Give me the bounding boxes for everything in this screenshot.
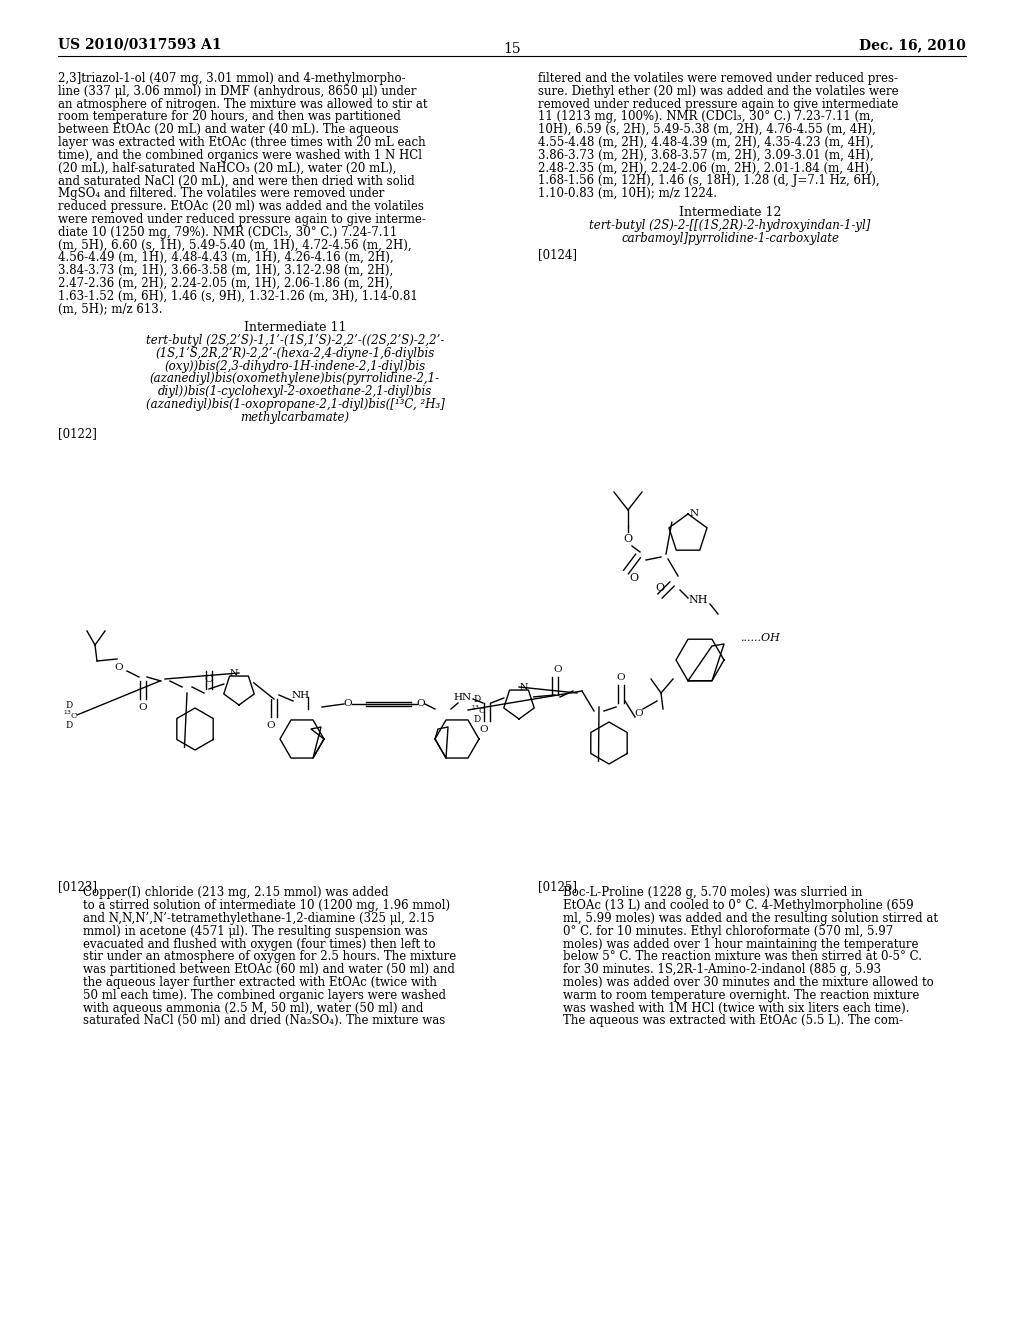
Text: (azanediyl)bis(oxomethylene)bis(pyrrolidine-2,1-: (azanediyl)bis(oxomethylene)bis(pyrrolid… (150, 372, 440, 385)
Text: 1.68-1.56 (m, 12H), 1.46 (s, 18H), 1.28 (d, J=7.1 Hz, 6H),: 1.68-1.56 (m, 12H), 1.46 (s, 18H), 1.28 … (538, 174, 880, 187)
Text: Boc-L-Proline (1228 g, 5.70 moles) was slurried in: Boc-L-Proline (1228 g, 5.70 moles) was s… (563, 887, 862, 899)
Text: and N,N,N’,N’-tetramethylethane-1,2-diamine (325 μl, 2.15: and N,N,N’,N’-tetramethylethane-1,2-diam… (83, 912, 434, 925)
Text: time), and the combined organics were washed with 1 N HCl: time), and the combined organics were wa… (58, 149, 422, 162)
Text: O: O (655, 583, 665, 593)
Text: (1S,1’S,2R,2’R)-2,2’-(hexa-2,4-diyne-1,6-diylbis: (1S,1’S,2R,2’R)-2,2’-(hexa-2,4-diyne-1,6… (156, 347, 434, 360)
Text: for 30 minutes. 1S,2R-1-Amino-2-indanol (885 g, 5.93: for 30 minutes. 1S,2R-1-Amino-2-indanol … (563, 964, 881, 977)
Text: diate 10 (1250 mg, 79%). NMR (CDCl₃, 30° C.) 7.24-7.11: diate 10 (1250 mg, 79%). NMR (CDCl₃, 30°… (58, 226, 397, 239)
Text: sure. Diethyl ether (20 ml) was added and the volatiles were: sure. Diethyl ether (20 ml) was added an… (538, 84, 899, 98)
Text: Intermediate 12: Intermediate 12 (679, 206, 781, 219)
Text: 3.84-3.73 (m, 1H), 3.66-3.58 (m, 1H), 3.12-2.98 (m, 2H),: 3.84-3.73 (m, 1H), 3.66-3.58 (m, 1H), 3.… (58, 264, 393, 277)
Text: layer was extracted with EtOAc (three times with 20 mL each: layer was extracted with EtOAc (three ti… (58, 136, 426, 149)
Text: O: O (616, 672, 626, 681)
Text: moles) was added over 30 minutes and the mixture allowed to: moles) was added over 30 minutes and the… (563, 975, 934, 989)
Text: O: O (630, 573, 639, 583)
Text: D: D (65, 721, 73, 730)
Text: O: O (479, 725, 488, 734)
Text: EtOAc (13 L) and cooled to 0° C. 4-Methylmorpholine (659: EtOAc (13 L) and cooled to 0° C. 4-Methy… (563, 899, 913, 912)
Text: [0124]: [0124] (538, 248, 577, 261)
Text: moles) was added over 1 hour maintaining the temperature: moles) was added over 1 hour maintaining… (563, 937, 919, 950)
Text: and saturated NaCl (20 mL), and were then dried with solid: and saturated NaCl (20 mL), and were the… (58, 174, 415, 187)
Text: was washed with 1M HCl (twice with six liters each time).: was washed with 1M HCl (twice with six l… (563, 1002, 909, 1015)
Text: US 2010/0317593 A1: US 2010/0317593 A1 (58, 38, 221, 51)
Text: NH: NH (292, 690, 310, 700)
Text: [0122]: [0122] (58, 428, 97, 441)
Text: N: N (229, 668, 239, 677)
Text: (m, 5H), 6.60 (s, 1H), 5.49-5.40 (m, 1H), 4.72-4.56 (m, 2H),: (m, 5H), 6.60 (s, 1H), 5.49-5.40 (m, 1H)… (58, 239, 412, 251)
Text: 1.10-0.83 (m, 10H); m/z 1224.: 1.10-0.83 (m, 10H); m/z 1224. (538, 187, 717, 201)
Text: Dec. 16, 2010: Dec. 16, 2010 (859, 38, 966, 51)
Text: N: N (689, 510, 698, 519)
Text: [0123]: [0123] (58, 880, 97, 894)
Text: diyl))bis(1-cyclohexyl-2-oxoethane-2,1-diyl)bis: diyl))bis(1-cyclohexyl-2-oxoethane-2,1-d… (158, 385, 432, 399)
Text: between EtOAc (20 mL) and water (40 mL). The aqueous: between EtOAc (20 mL) and water (40 mL).… (58, 123, 398, 136)
Text: $^{13}$C: $^{13}$C (471, 704, 486, 717)
Text: below 5° C. The reaction mixture was then stirred at 0-5° C.: below 5° C. The reaction mixture was the… (563, 950, 922, 964)
Text: O: O (624, 535, 633, 544)
Text: 15: 15 (503, 42, 521, 55)
Text: the aqueous layer further extracted with EtOAc (twice with: the aqueous layer further extracted with… (83, 975, 437, 989)
Text: 2.48-2.35 (m, 2H), 2.24-2.06 (m, 2H), 2.01-1.84 (m, 4H),: 2.48-2.35 (m, 2H), 2.24-2.06 (m, 2H), 2.… (538, 161, 872, 174)
Text: line (337 μl, 3.06 mmol) in DMF (anhydrous, 8650 μl) under: line (337 μl, 3.06 mmol) in DMF (anhydro… (58, 84, 417, 98)
Text: 11 (1213 mg, 100%). NMR (CDCl₃, 30° C.) 7.23-7.11 (m,: 11 (1213 mg, 100%). NMR (CDCl₃, 30° C.) … (538, 111, 874, 123)
Text: 1.63-1.52 (m, 6H), 1.46 (s, 9H), 1.32-1.26 (m, 3H), 1.14-0.81: 1.63-1.52 (m, 6H), 1.46 (s, 9H), 1.32-1.… (58, 289, 418, 302)
Text: The aqueous was extracted with EtOAc (5.5 L). The com-: The aqueous was extracted with EtOAc (5.… (563, 1014, 903, 1027)
Text: Intermediate 11: Intermediate 11 (244, 321, 346, 334)
Text: O: O (417, 700, 425, 709)
Text: ml, 5.99 moles) was added and the resulting solution stirred at: ml, 5.99 moles) was added and the result… (563, 912, 938, 925)
Text: 4.56-4.49 (m, 1H), 4.48-4.43 (m, 1H), 4.26-4.16 (m, 2H),: 4.56-4.49 (m, 1H), 4.48-4.43 (m, 1H), 4.… (58, 251, 393, 264)
Text: tert-butyl (2S)-2-[[(1S,2R)-2-hydroxyindan-1-yl]: tert-butyl (2S)-2-[[(1S,2R)-2-hydroxyind… (590, 219, 870, 232)
Text: O: O (635, 709, 643, 718)
Text: N: N (520, 682, 528, 692)
Text: 10H), 6.59 (s, 2H), 5.49-5.38 (m, 2H), 4.76-4.55 (m, 4H),: 10H), 6.59 (s, 2H), 5.49-5.38 (m, 2H), 4… (538, 123, 876, 136)
Text: O: O (138, 702, 147, 711)
Text: removed under reduced pressure again to give intermediate: removed under reduced pressure again to … (538, 98, 898, 111)
Text: HN: HN (454, 693, 472, 701)
Text: D: D (473, 715, 480, 725)
Text: NH: NH (688, 595, 708, 605)
Text: (m, 5H); m/z 613.: (m, 5H); m/z 613. (58, 302, 163, 315)
Text: were removed under reduced pressure again to give interme-: were removed under reduced pressure agai… (58, 213, 426, 226)
Text: 3.86-3.73 (m, 2H), 3.68-3.57 (m, 2H), 3.09-3.01 (m, 4H),: 3.86-3.73 (m, 2H), 3.68-3.57 (m, 2H), 3.… (538, 149, 873, 162)
Text: room temperature for 20 hours, and then was partitioned: room temperature for 20 hours, and then … (58, 111, 400, 123)
Text: O: O (205, 675, 213, 684)
Text: [0125]: [0125] (538, 880, 577, 894)
Text: tert-butyl (2S,2’S)-1,1’-(1S,1’S)-2,2’-((2S,2’S)-2,2’-: tert-butyl (2S,2’S)-1,1’-(1S,1’S)-2,2’-(… (145, 334, 444, 347)
Text: with aqueous ammonia (2.5 M, 50 ml), water (50 ml) and: with aqueous ammonia (2.5 M, 50 ml), wat… (83, 1002, 423, 1015)
Text: D: D (65, 701, 73, 710)
Text: 4.55-4.48 (m, 2H), 4.48-4.39 (m, 2H), 4.35-4.23 (m, 4H),: 4.55-4.48 (m, 2H), 4.48-4.39 (m, 2H), 4.… (538, 136, 873, 149)
Text: Copper(I) chloride (213 mg, 2.15 mmol) was added: Copper(I) chloride (213 mg, 2.15 mmol) w… (83, 887, 389, 899)
Text: filtered and the volatiles were removed under reduced pres-: filtered and the volatiles were removed … (538, 73, 898, 84)
Text: 0° C. for 10 minutes. Ethyl chloroformate (570 ml, 5.97: 0° C. for 10 minutes. Ethyl chloroformat… (563, 925, 893, 937)
Text: stir under an atmosphere of oxygen for 2.5 hours. The mixture: stir under an atmosphere of oxygen for 2… (83, 950, 457, 964)
Text: O: O (554, 664, 562, 673)
Text: O: O (115, 663, 123, 672)
Text: (oxy))bis(2,3-dihydro-1H-indene-2,1-diyl)bis: (oxy))bis(2,3-dihydro-1H-indene-2,1-diyl… (165, 359, 426, 372)
Text: mmol) in acetone (4571 μl). The resulting suspension was: mmol) in acetone (4571 μl). The resultin… (83, 925, 428, 937)
Text: MgSO₄ and filtered. The volatiles were removed under: MgSO₄ and filtered. The volatiles were r… (58, 187, 384, 201)
Text: $^{13}$C: $^{13}$C (63, 709, 79, 721)
Text: ......OH: ......OH (740, 634, 780, 643)
Text: warm to room temperature overnight. The reaction mixture: warm to room temperature overnight. The … (563, 989, 920, 1002)
Text: saturated NaCl (50 ml) and dried (Na₂SO₄). The mixture was: saturated NaCl (50 ml) and dried (Na₂SO₄… (83, 1014, 445, 1027)
Text: O: O (266, 721, 275, 730)
Text: O: O (344, 700, 352, 709)
Text: 2,3]triazol-1-ol (407 mg, 3.01 mmol) and 4-methylmorpho-: 2,3]triazol-1-ol (407 mg, 3.01 mmol) and… (58, 73, 406, 84)
Text: methylcarbamate): methylcarbamate) (241, 411, 349, 424)
Text: 50 ml each time). The combined organic layers were washed: 50 ml each time). The combined organic l… (83, 989, 446, 1002)
Text: to a stirred solution of intermediate 10 (1200 mg, 1.96 mmol): to a stirred solution of intermediate 10… (83, 899, 451, 912)
Text: reduced pressure. EtOAc (20 ml) was added and the volatiles: reduced pressure. EtOAc (20 ml) was adde… (58, 201, 424, 213)
Text: (azanediyl)bis(1-oxopropane-2,1-diyl)bis([¹³C, ²H₃]: (azanediyl)bis(1-oxopropane-2,1-diyl)bis… (145, 399, 444, 411)
Text: D: D (473, 696, 480, 705)
Text: carbamoyl]pyrrolidine-1-carboxylate: carbamoyl]pyrrolidine-1-carboxylate (621, 231, 839, 244)
Text: (20 mL), half-saturated NaHCO₃ (20 mL), water (20 mL),: (20 mL), half-saturated NaHCO₃ (20 mL), … (58, 161, 396, 174)
Text: 2.47-2.36 (m, 2H), 2.24-2.05 (m, 1H), 2.06-1.86 (m, 2H),: 2.47-2.36 (m, 2H), 2.24-2.05 (m, 1H), 2.… (58, 277, 393, 290)
Text: was partitioned between EtOAc (60 ml) and water (50 ml) and: was partitioned between EtOAc (60 ml) an… (83, 964, 455, 977)
Text: an atmosphere of nitrogen. The mixture was allowed to stir at: an atmosphere of nitrogen. The mixture w… (58, 98, 427, 111)
Text: evacuated and flushed with oxygen (four times) then left to: evacuated and flushed with oxygen (four … (83, 937, 435, 950)
